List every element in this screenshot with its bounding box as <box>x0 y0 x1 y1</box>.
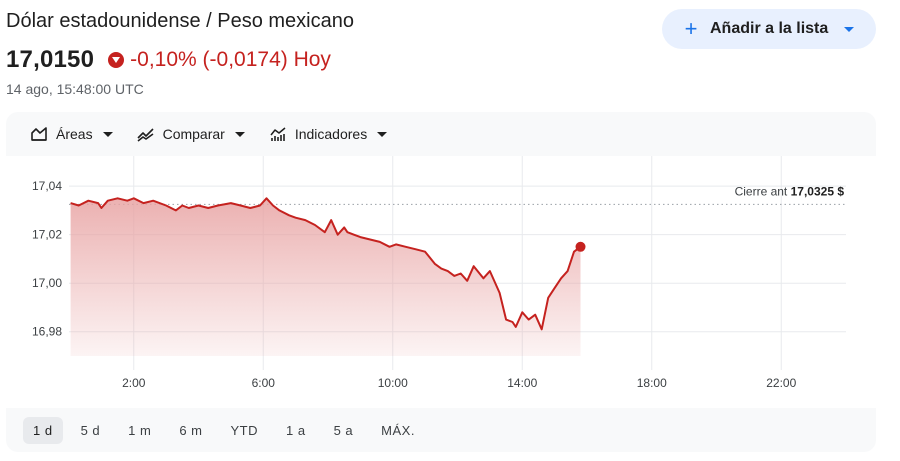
range-option[interactable]: 1 a <box>286 422 306 438</box>
x-tick-label: 14:00 <box>507 376 537 390</box>
previous-close-value: 17,0325 $ <box>791 184 845 198</box>
range-option[interactable]: 5 a <box>333 422 354 438</box>
price-chart[interactable]: 17,04 17,02 17,00 16,98 2:00 6:00 10:00 14:00 1… <box>6 156 876 408</box>
compare-icon <box>137 128 154 142</box>
price-area <box>70 198 581 356</box>
chevron-down-icon <box>102 131 113 137</box>
last-price-marker <box>575 241 586 252</box>
chart-type-label: Áreas <box>56 126 93 142</box>
chart-card: Áreas Comparar Indicadores <box>6 112 876 452</box>
x-tick-label: 18:00 <box>637 376 667 390</box>
x-tick-label: 10:00 <box>378 376 408 390</box>
page-title: Dólar estadounidense / Peso mexicano <box>6 10 354 32</box>
area-chart-icon <box>31 127 47 141</box>
price-line <box>70 197 582 331</box>
range-option[interactable]: 6 m <box>179 422 203 438</box>
range-option[interactable]: MÁX. <box>381 422 415 438</box>
y-tick-label: 16,98 <box>32 325 62 339</box>
compare-label: Comparar <box>162 126 225 142</box>
add-to-list-button[interactable]: + Añadir a la lista <box>662 9 876 49</box>
range-selector: 1 d 5 d 1 m 6 m YTD 1 a 5 a MÁX. <box>6 412 876 448</box>
current-price: 17,0150 <box>6 46 95 73</box>
chevron-down-icon <box>234 131 245 137</box>
chevron-down-icon <box>377 131 388 137</box>
y-tick-label: 17,04 <box>32 179 62 193</box>
chart-toolbar: Áreas Comparar Indicadores <box>6 112 876 156</box>
previous-close-label: Cierre ant 17,0325 $ <box>735 184 845 198</box>
chart-type-dropdown[interactable]: Áreas <box>30 125 113 143</box>
range-option[interactable]: 1 d <box>23 416 63 444</box>
x-tick-label: 2:00 <box>122 376 146 390</box>
indicators-icon <box>270 127 286 141</box>
range-option[interactable]: 5 d <box>80 422 101 438</box>
range-option[interactable]: 1 m <box>128 422 152 438</box>
y-tick-label: 17,00 <box>32 276 62 290</box>
compare-dropdown[interactable]: Comparar <box>137 125 245 143</box>
indicators-dropdown[interactable]: Indicadores <box>269 125 388 143</box>
chart-plot-area[interactable]: 17,04 17,02 17,00 16,98 2:00 6:00 10:00 14:00 1… <box>6 156 876 408</box>
price-change: -0,10% (-0,0174) Hoy <box>130 48 331 71</box>
chevron-down-icon <box>844 26 855 32</box>
x-tick-label: 6:00 <box>252 376 276 390</box>
previous-close-caption: Cierre ant <box>735 184 791 198</box>
range-option[interactable]: YTD <box>230 422 258 438</box>
indicators-label: Indicadores <box>294 126 368 142</box>
price-row: 17,0150 -0,10% (-0,0174) Hoy <box>6 46 331 74</box>
timestamp: 14 ago, 15:48:00 UTC <box>6 81 144 97</box>
plus-icon: + <box>684 16 698 41</box>
y-tick-label: 17,02 <box>32 228 62 242</box>
x-tick-label: 22:00 <box>766 376 796 390</box>
add-to-list-label: Añadir a la lista <box>710 20 829 37</box>
arrow-down-icon <box>108 52 125 68</box>
